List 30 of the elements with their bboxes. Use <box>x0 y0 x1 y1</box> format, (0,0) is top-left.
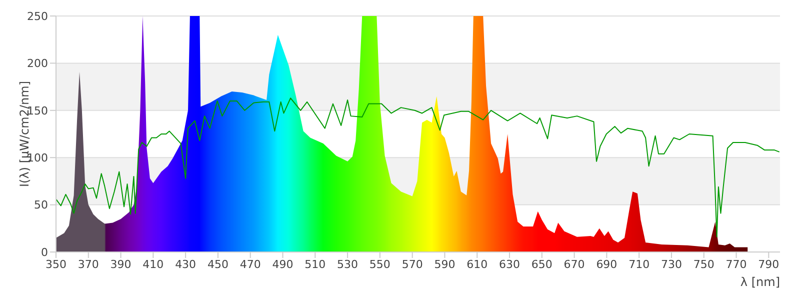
x-tick-label: 390 <box>110 258 132 271</box>
x-tick-label: 610 <box>466 258 488 271</box>
x-tick-label: 570 <box>402 258 423 271</box>
y-tick-label: 250 <box>27 10 48 23</box>
x-tick-label: 530 <box>337 258 358 271</box>
x-tick-label: 790 <box>758 258 780 271</box>
y-tick-label: 200 <box>27 57 48 70</box>
x-tick-label: 490 <box>272 258 294 271</box>
x-tick-label: 730 <box>660 258 682 271</box>
x-tick-label: 650 <box>531 258 552 271</box>
y-tick-label: 150 <box>27 104 48 118</box>
x-tick-label: 430 <box>175 258 196 271</box>
x-tick-label: 550 <box>369 258 390 271</box>
x-tick-label: 510 <box>304 258 326 271</box>
x-tick-label: 690 <box>596 258 618 271</box>
y-tick-label: 0 <box>41 246 48 259</box>
x-tick-label: 750 <box>693 258 714 271</box>
x-tick-label: 630 <box>499 258 520 271</box>
x-tick-label: 450 <box>207 258 228 271</box>
y-tick-label: 50 <box>34 198 48 212</box>
x-tick-label: 350 <box>46 258 66 271</box>
x-tick-label: 590 <box>434 258 456 271</box>
x-tick-label: 470 <box>240 258 261 271</box>
x-tick-label: 370 <box>78 258 99 271</box>
x-axis-title: λ [nm] <box>740 275 780 289</box>
x-tick-label: 770 <box>726 258 747 271</box>
line-series <box>56 98 780 238</box>
x-tick-label: 670 <box>564 258 585 271</box>
x-tick-label: 410 <box>142 258 164 271</box>
x-tick-label: 710 <box>628 258 650 271</box>
